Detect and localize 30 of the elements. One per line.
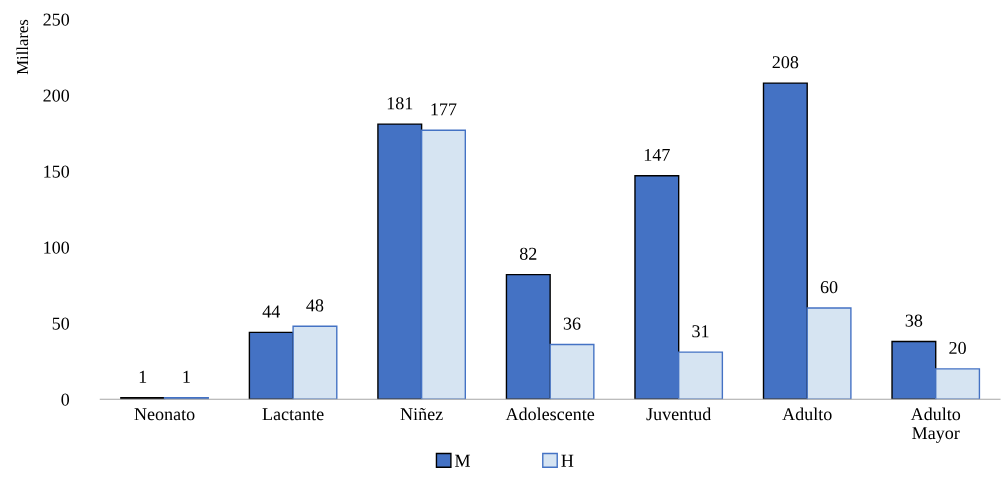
data-label: 208 xyxy=(772,56,799,69)
data-label: 1 xyxy=(183,370,190,383)
data-label: 60 xyxy=(820,281,838,294)
x-tick-label: Juventud xyxy=(646,407,712,421)
data-label: 38 xyxy=(905,314,923,327)
y-tick-label: 250 xyxy=(43,13,70,26)
y-axis-title: Millares xyxy=(16,19,29,75)
y-tick-label: 0 xyxy=(61,393,70,406)
x-tick-label: Neonato xyxy=(134,408,195,421)
data-label: 44 xyxy=(262,305,280,318)
data-label: 20 xyxy=(949,341,966,355)
legend-label: M xyxy=(455,454,471,467)
data-label: 181 xyxy=(387,97,413,110)
x-tick-label: Adulto xyxy=(782,407,832,421)
data-label: 31 xyxy=(692,325,709,338)
x-tick-label: Niñez xyxy=(400,407,443,421)
data-label: 177 xyxy=(431,103,457,116)
x-tick-label: Adolescente xyxy=(505,407,595,421)
data-label: 1 xyxy=(139,370,147,383)
y-tick-label: 50 xyxy=(52,317,70,330)
data-label: 82 xyxy=(519,247,537,260)
data-label: 147 xyxy=(644,148,670,161)
y-tick-label: 150 xyxy=(44,165,70,178)
data-label: 36 xyxy=(563,317,581,330)
y-tick-label: 100 xyxy=(44,241,70,254)
data-label: 48 xyxy=(306,299,324,312)
x-tick-label: Adulto Mayor xyxy=(910,407,961,443)
x-tick-label: Lactante xyxy=(262,408,324,421)
legend-label: H xyxy=(561,454,574,467)
y-tick-label: 200 xyxy=(43,89,70,102)
